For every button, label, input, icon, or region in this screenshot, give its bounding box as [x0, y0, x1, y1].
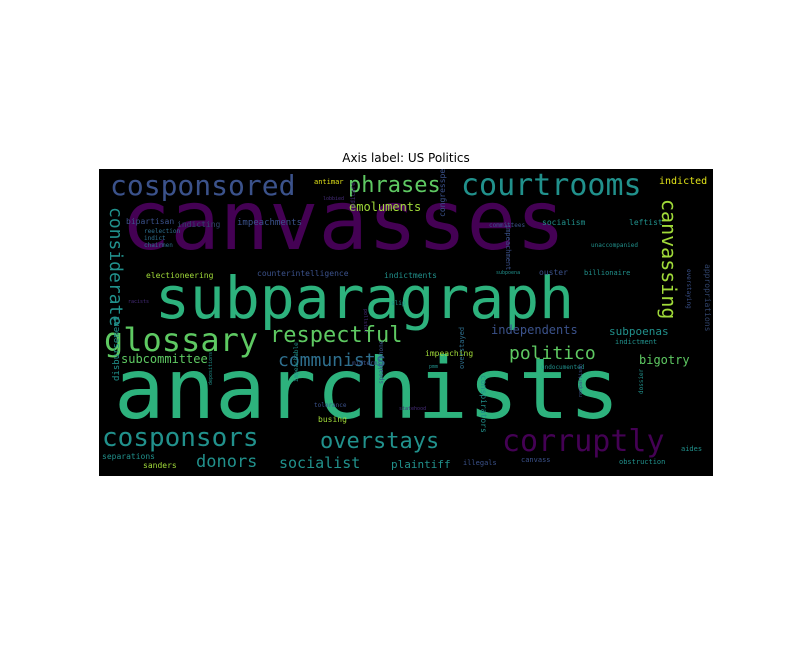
word-pmm: pmm — [429, 364, 439, 370]
word-subcommittee: subcommittee — [121, 352, 208, 366]
word-leftist: leftist — [629, 218, 663, 227]
word-billionaire: billionaire — [584, 269, 631, 277]
word-subpoenas: subpoenas — [609, 325, 669, 338]
word-emoluments: emoluments — [349, 200, 422, 214]
word-chairmen: chairmen — [144, 242, 173, 249]
word-midterms: midterms — [352, 360, 381, 367]
word-subpoena: subpoena — [496, 270, 521, 276]
word-socialist: socialist — [279, 454, 361, 472]
word-impeachment: impeachment — [504, 224, 512, 271]
word-illegals: illegals — [463, 459, 497, 467]
word-plaintiff: plaintiff — [391, 458, 451, 471]
word-respectful: respectful — [270, 323, 403, 348]
word-separations: separations — [102, 452, 155, 461]
word-appropriations: appropriations — [703, 264, 712, 332]
word-cosponsored: cosponsored — [110, 169, 296, 202]
word-unaccompanied: unaccompanied — [591, 242, 638, 249]
word-conspirators: conspirators — [479, 375, 488, 433]
word-tolerance: tolerance — [314, 402, 347, 409]
chart-title: Axis label: US Politics — [342, 151, 470, 165]
word-reelection: reelection — [144, 228, 181, 235]
word-statehood: statehood — [399, 406, 427, 412]
word-impeachments: impeachments — [237, 218, 303, 228]
word-corruptly: corruptly — [502, 424, 665, 459]
word-overstaying: overstaying — [685, 269, 692, 309]
word-impeachable: impeachable — [293, 342, 300, 382]
word-lobbied: lobbied — [323, 196, 345, 202]
word-congressperson: congressperson — [438, 169, 447, 217]
word-committees: committees — [489, 222, 526, 229]
word-subparagraph: subparagraph — [155, 264, 575, 332]
word-nonpartisan: nonpartisan — [578, 363, 584, 397]
word-impeaching: impeaching — [425, 349, 474, 358]
word-indict: indict — [144, 235, 166, 242]
word-phrases: phrases — [348, 173, 441, 198]
word-socialism: socialism — [542, 218, 586, 227]
word-slip: slip — [391, 300, 406, 307]
word-indictments: indictments — [384, 271, 437, 280]
word-overstayed: overstayed — [458, 326, 466, 369]
word-dossier: dossier — [638, 368, 645, 394]
word-antimar: antimar — [314, 178, 344, 186]
word-cosponsors: cosponsors — [102, 423, 259, 453]
word-indictment: indictment — [615, 338, 658, 346]
word-canvass: canvass — [521, 456, 551, 464]
word-obstruction: obstruction — [619, 458, 666, 466]
word-donors: donors — [196, 452, 258, 472]
word-overstays: overstays — [320, 429, 440, 454]
word-counterintelligence: counterintelligence — [257, 269, 349, 278]
word-speakerphone: speakerphone — [378, 340, 385, 384]
word-pollster: pollster — [362, 309, 368, 334]
word-ouster: ouster — [539, 268, 568, 277]
word-politico: politico — [509, 343, 596, 364]
word-anarchists: anarchists — [114, 340, 620, 438]
word-communists: communists — [278, 350, 387, 371]
word-undocumented: undocumented — [541, 364, 585, 371]
word-independents: independents — [491, 323, 578, 337]
word-electioneering: electioneering — [146, 271, 214, 280]
word-medicare: medicare — [350, 182, 357, 211]
word-disbursement: disbursement — [112, 315, 122, 381]
word-depositions: depositions — [208, 351, 214, 385]
word-glossary: glossary — [104, 321, 259, 359]
word-indicted: indicted — [659, 176, 708, 187]
word-sanders: sanders — [143, 461, 177, 470]
word-canvasses: canvasses — [121, 174, 566, 269]
word-considerate: considerate — [105, 207, 126, 327]
word-bipartisan: bipartisan — [126, 217, 175, 226]
word-indicting: indicting — [177, 220, 221, 229]
word-courtrooms: courtrooms — [461, 169, 642, 203]
word-racists: racists — [128, 299, 150, 305]
word-bigotry: bigotry — [639, 353, 690, 367]
word-busing: busing — [318, 415, 347, 424]
word-cloud: canvasses subparagraph anarchists cospon… — [99, 169, 713, 476]
word-aides: aides — [681, 445, 703, 453]
